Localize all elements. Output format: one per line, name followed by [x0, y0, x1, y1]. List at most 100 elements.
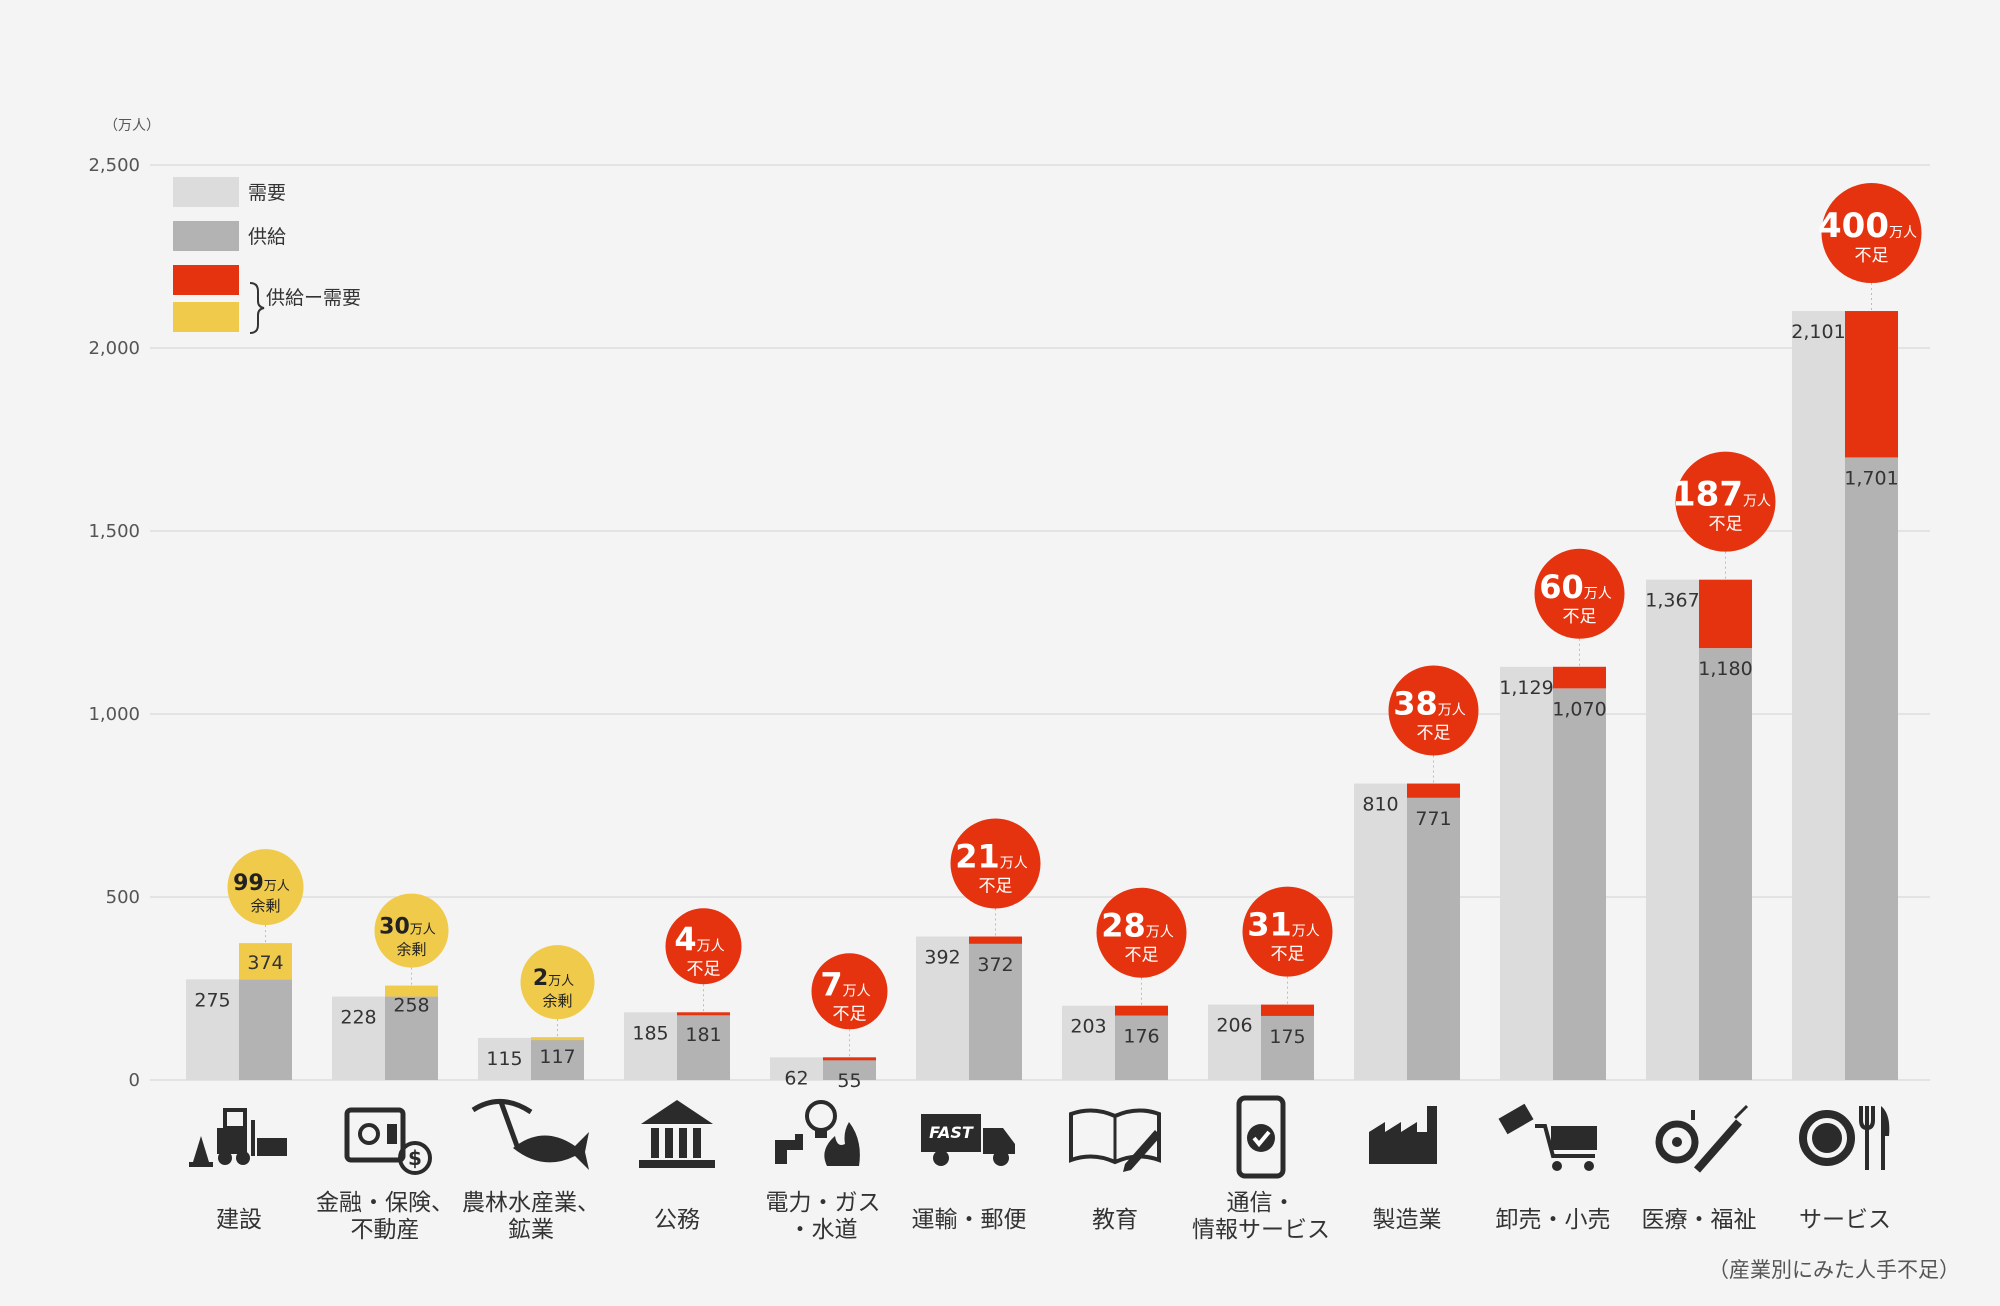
smartphone-icon	[1236, 1095, 1286, 1179]
surplus-bubble	[520, 945, 595, 1020]
bar-demand	[186, 979, 239, 1080]
supply-value-label: 372	[977, 954, 1013, 976]
bar-surplus	[239, 943, 292, 980]
chart-caption: （産業別にみた人手不足）	[1708, 1258, 1960, 1282]
y-axis-unit: （万人）	[104, 118, 160, 134]
bar-shortage	[1407, 783, 1460, 798]
demand-value-label: 62	[784, 1067, 808, 1089]
bar-supply	[677, 1013, 730, 1080]
category-label: 医療・福祉	[1642, 1207, 1757, 1233]
grid-lines	[150, 164, 1930, 1081]
category-label: 通信・	[1227, 1190, 1296, 1216]
category-label: 運輸・郵便	[912, 1207, 1027, 1233]
demand-value-label: 203	[1070, 1016, 1106, 1038]
bar-supply	[823, 1059, 876, 1080]
bubble-value: 28万人	[1101, 907, 1174, 945]
bar-shortage	[1261, 1004, 1314, 1016]
supply-value-label: 55	[837, 1070, 861, 1092]
category-label: 鉱業	[508, 1217, 554, 1243]
bar-supply	[385, 996, 438, 1080]
y-tick-label: 2,000	[88, 338, 140, 359]
supply-value-label: 258	[393, 995, 429, 1017]
demand-value-label: 275	[194, 989, 230, 1011]
bar-surplus	[385, 985, 438, 997]
category-label: サービス	[1799, 1207, 1891, 1233]
bubble-value: 21万人	[955, 838, 1028, 876]
bar-shortage	[823, 1057, 876, 1061]
bar-demand	[332, 996, 385, 1080]
demand-value-label: 810	[1362, 794, 1398, 816]
supply-value-label: 1,180	[1698, 658, 1752, 680]
category-label: 農林水産業、	[462, 1190, 600, 1216]
shortage-bubble	[1675, 451, 1776, 552]
bubble-value: 4万人	[674, 920, 724, 958]
bubble-status: 不足	[1125, 946, 1159, 966]
shortage-bubble	[950, 818, 1041, 909]
category-icons: $ FAST	[189, 1095, 1890, 1179]
demand-value-label: 115	[486, 1048, 522, 1070]
bubble-status: 不足	[979, 877, 1013, 897]
bubble-status: 不足	[1417, 724, 1451, 744]
supply-value-label: 181	[685, 1024, 721, 1046]
utilities-icon	[775, 1100, 860, 1166]
bar-demand	[478, 1037, 531, 1080]
bar-supply	[1407, 797, 1460, 1080]
surplus-bubble	[374, 893, 449, 968]
safe-money-icon: $	[344, 1107, 432, 1175]
bar-supply	[1845, 457, 1898, 1081]
category-label: 情報サービス	[1192, 1217, 1330, 1243]
legend-swatch-shortage	[173, 265, 239, 295]
bar-demand	[624, 1012, 677, 1080]
bubble-status: 不足	[687, 959, 721, 979]
legend-label-diff: 供給ー需要	[266, 287, 361, 309]
demand-value-label: 228	[340, 1007, 376, 1029]
bar-supply	[531, 1037, 584, 1080]
bubble-value: 7万人	[820, 965, 870, 1003]
surplus-bubble	[227, 849, 304, 926]
bubble-status: 不足	[833, 1004, 867, 1024]
bubble-value: 400万人	[1818, 206, 1917, 246]
supply-value-label: 175	[1269, 1026, 1305, 1048]
y-tick-label: 500	[106, 887, 140, 908]
svg-text:FAST: FAST	[929, 1123, 974, 1142]
shopping-cart-icon	[1498, 1103, 1597, 1171]
demand-value-label: 185	[632, 1022, 668, 1044]
bar-demand	[1646, 579, 1699, 1080]
supply-value-label: 176	[1123, 1026, 1159, 1048]
legend-swatch-surplus	[173, 302, 239, 332]
y-axis-ticks: 0 500 1,000 1,500 2,000 2,500	[88, 155, 140, 1091]
bar-demand	[770, 1057, 823, 1080]
category-label: 卸売・小売	[1496, 1207, 1611, 1233]
bubble-status: 余剰	[542, 992, 572, 1010]
shortage-bubble	[1388, 665, 1479, 756]
supply-value-label: 771	[1415, 808, 1451, 830]
y-tick-label: 2,500	[88, 155, 140, 176]
bubble-value: 30万人	[379, 915, 436, 940]
demand-value-label: 206	[1216, 1015, 1252, 1037]
legend-label-demand: 需要	[248, 182, 286, 204]
legend-label-supply: 供給	[248, 226, 286, 248]
category-label: ・水道	[789, 1217, 858, 1243]
medical-icon	[1655, 1104, 1749, 1173]
bar-demand	[1792, 311, 1845, 1080]
legend-swatch-demand	[173, 177, 239, 207]
delivery-truck-icon: FAST	[921, 1114, 1015, 1166]
bar-demand	[1208, 1004, 1261, 1080]
dining-icon	[1799, 1106, 1890, 1170]
bar-shortage	[1699, 579, 1752, 649]
bubble-status: 余剰	[396, 941, 426, 959]
y-tick-label: 0	[129, 1070, 140, 1091]
bubble-value: 187万人	[1672, 475, 1771, 515]
bar-supply	[1115, 1015, 1168, 1080]
category-label: 金融・保険、	[316, 1190, 454, 1216]
supply-value-label: 1,701	[1844, 467, 1898, 489]
bar-demand	[1500, 666, 1553, 1080]
shortage-bubble	[1534, 548, 1625, 639]
category-labels: 建設 金融・保険、不動産 農林水産業、鉱業 公務 電力・ガス・水道 運輸・郵便 教育 通信・情…	[216, 1190, 1891, 1243]
category-label: 教育	[1092, 1207, 1138, 1233]
bar-supply	[969, 943, 1022, 1080]
bar-surplus	[531, 1037, 584, 1041]
bar-demand	[916, 936, 969, 1080]
svg-text:$: $	[408, 1146, 422, 1170]
